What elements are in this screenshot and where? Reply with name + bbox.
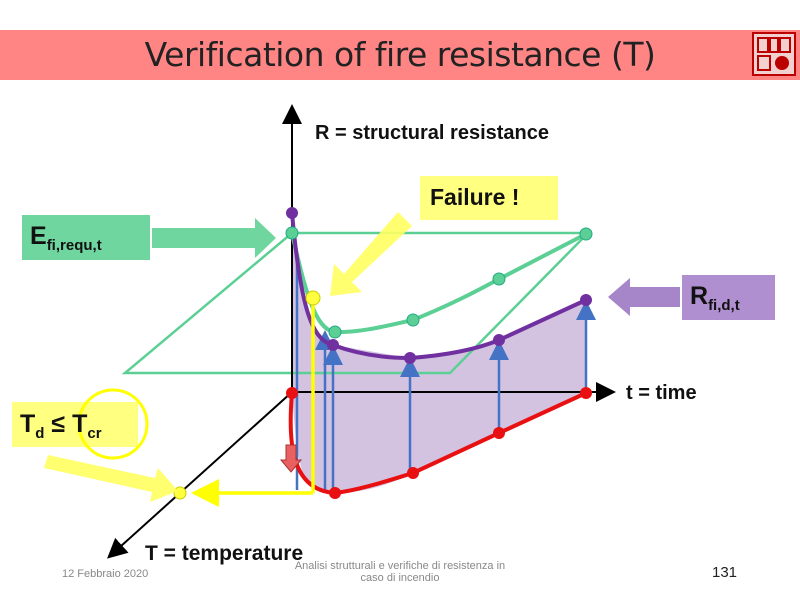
failure-label: Failure ! xyxy=(430,184,520,210)
e-fi-requ-label: Efi,requ,t xyxy=(30,222,102,254)
r-sub: fi,d,t xyxy=(708,297,740,314)
slide-title: Verification of fire resistance (T) xyxy=(144,35,656,74)
r-box xyxy=(682,275,775,320)
yellow-guides xyxy=(191,297,315,507)
e-arrow xyxy=(152,218,276,258)
e-main: E xyxy=(30,222,47,250)
tcr-main: T xyxy=(72,410,88,438)
resistance-axis-label: R = structural resistance xyxy=(315,122,549,144)
failure-arrow xyxy=(330,212,412,296)
red-down-arrow xyxy=(279,444,303,473)
temperature-axis-label: T = temperature xyxy=(145,542,304,565)
page-number: 131 xyxy=(712,564,738,581)
r-arrow xyxy=(608,278,680,316)
title-bar xyxy=(0,30,800,80)
blue-arrows xyxy=(295,260,596,492)
td-tcr-label: Td ≤ Tcr xyxy=(20,410,102,442)
failure-box xyxy=(420,176,558,220)
temperature-axis xyxy=(107,391,293,559)
footer-date: 12 Febbraio 2020 xyxy=(62,568,149,580)
footer-course-line1: Analisi strutturali e verifiche di resis… xyxy=(294,560,506,572)
critical-point xyxy=(305,290,321,306)
tcr-sub: cr xyxy=(87,425,102,442)
e-sub: fi,requ,t xyxy=(46,237,102,254)
e-box xyxy=(22,215,150,260)
leq-symbol: ≤ xyxy=(51,410,66,438)
time-axis-label: t = time xyxy=(626,382,697,404)
td-arrow xyxy=(44,455,178,502)
td-main: T xyxy=(20,410,36,438)
footer-course: Analisi strutturali e verifiche di resis… xyxy=(270,560,530,584)
r-main: R xyxy=(690,282,709,310)
resistance-curve xyxy=(290,212,587,361)
green-plane xyxy=(121,231,591,375)
td-sub: d xyxy=(35,425,45,442)
footer-course-line2: caso di incendio xyxy=(360,572,440,584)
td-box xyxy=(12,402,138,447)
seal-logo xyxy=(752,32,796,76)
tcr-highlight-circle xyxy=(77,388,149,460)
r-fi-d-label: Rfi,d,t xyxy=(690,282,740,314)
resistance-fill xyxy=(292,213,586,493)
data-points xyxy=(285,207,593,499)
